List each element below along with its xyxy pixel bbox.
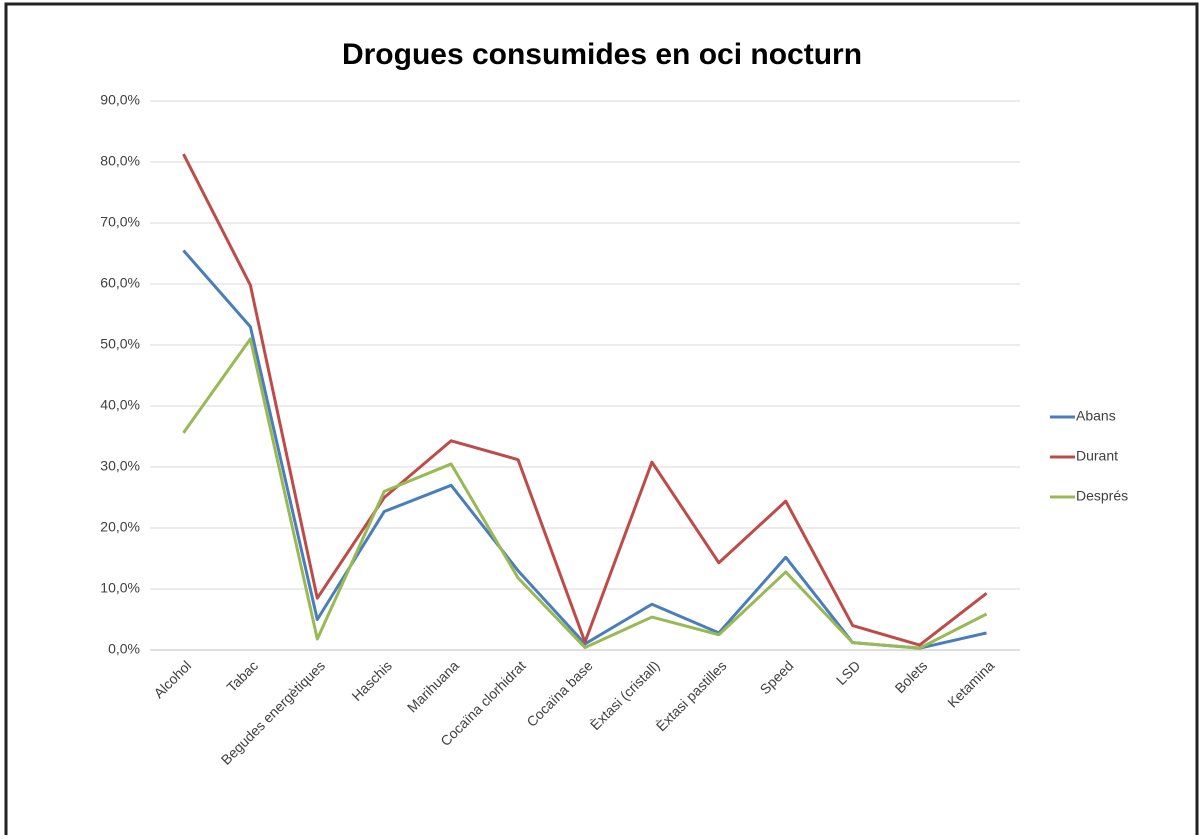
series-line xyxy=(182,153,988,647)
y-tick-label: 80,0% xyxy=(100,153,140,169)
series-line xyxy=(182,337,988,650)
y-tick-label: 40,0% xyxy=(100,397,140,413)
legend-label: Després xyxy=(1076,488,1128,504)
chart-title: Drogues consumides en oci nocturn xyxy=(342,38,862,71)
y-tick-label: 70,0% xyxy=(100,214,140,230)
y-tick-label: 10,0% xyxy=(100,580,140,596)
legend-label: Durant xyxy=(1076,448,1118,464)
y-tick-label: 0,0% xyxy=(108,641,140,657)
y-tick-label: 60,0% xyxy=(100,275,140,291)
legend-label: Abans xyxy=(1076,408,1116,424)
y-tick-label: 20,0% xyxy=(100,519,140,535)
y-tick-label: 90,0% xyxy=(100,92,140,108)
chart-frame xyxy=(4,2,1199,840)
y-tick-label: 50,0% xyxy=(100,336,140,352)
y-tick-label: 30,0% xyxy=(100,458,140,474)
